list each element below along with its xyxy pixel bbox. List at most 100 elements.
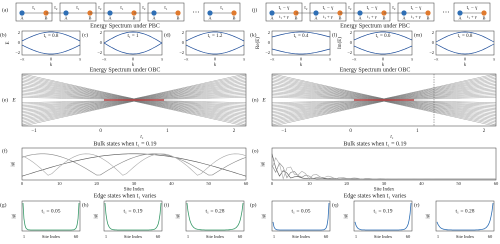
label: Site Index <box>456 234 475 239</box>
curve <box>22 74 246 99</box>
curve <box>21 100 247 120</box>
label: t₁ = 0.6 <box>376 34 391 39</box>
label: Site Index <box>124 234 143 239</box>
label: t₂ <box>348 6 351 11</box>
curve <box>271 100 497 109</box>
label: 1 <box>187 234 189 239</box>
label: k <box>214 63 217 68</box>
label: Edge states when t₁ varies <box>94 193 157 199</box>
label: 0 <box>382 57 385 62</box>
label: A <box>458 16 462 21</box>
label: t₁ <box>32 6 35 11</box>
frame <box>453 2 491 22</box>
curve <box>21 100 247 118</box>
frame <box>15 2 53 22</box>
label: B <box>382 16 385 21</box>
curve <box>271 162 496 180</box>
curve <box>353 31 413 41</box>
frame <box>21 200 81 232</box>
label: 40 <box>419 181 424 186</box>
curve <box>271 157 496 180</box>
curve <box>21 101 247 125</box>
frame <box>185 30 245 56</box>
label: B <box>426 16 429 21</box>
curve <box>271 82 497 100</box>
curve <box>272 74 496 99</box>
label: 1 <box>437 234 439 239</box>
label: Energy Spectrum under PBC <box>340 23 410 29</box>
label: (q) <box>332 201 339 208</box>
site-a <box>63 10 69 16</box>
label: t₁ = 1.2 <box>208 34 223 39</box>
label: 50 <box>206 181 211 186</box>
label: Site Index <box>206 234 225 239</box>
curve <box>271 48 331 55</box>
curve <box>103 42 163 55</box>
label: Energy Spectrum under PBC <box>90 23 160 29</box>
label: Bulk states when t₁ = 0.19 <box>93 141 156 147</box>
label: A <box>20 16 24 21</box>
frame <box>271 30 331 56</box>
label: A <box>358 16 362 21</box>
label: −π <box>270 57 276 62</box>
curve <box>435 43 495 55</box>
label: (f) <box>2 147 8 154</box>
label: 2 <box>350 30 352 35</box>
frame <box>203 2 241 22</box>
label: A <box>314 16 318 21</box>
label: ⋯ <box>193 9 200 17</box>
label: |φ| <box>11 162 16 167</box>
label: t₁ = 0.28 <box>206 208 225 214</box>
label: Im(E) <box>338 37 343 49</box>
label: 0 <box>18 40 21 45</box>
label: 2 <box>483 129 486 134</box>
site-b <box>425 10 431 16</box>
label: t₂ <box>54 6 57 11</box>
label: t₁ + γ <box>467 14 477 19</box>
label: 60 <box>494 181 499 186</box>
curve <box>186 202 244 231</box>
label: E <box>11 97 16 103</box>
label: 0 <box>349 129 352 134</box>
frame <box>309 2 347 22</box>
curve <box>104 202 162 231</box>
site-a <box>457 10 463 16</box>
label: Site Index <box>42 234 61 239</box>
label: A <box>152 16 156 21</box>
frame <box>103 200 163 232</box>
frame <box>59 2 97 22</box>
curve <box>22 202 80 231</box>
label: Energy Spectrum under OBC <box>340 67 411 73</box>
label: 30 <box>132 181 137 186</box>
label: 1 <box>105 234 107 239</box>
site-a <box>269 10 275 16</box>
label: t₁ − γ <box>323 6 334 11</box>
label: 50 <box>456 181 461 186</box>
label: 60 <box>488 234 493 239</box>
label: 2 <box>432 30 434 35</box>
label: 10 <box>57 181 62 186</box>
curve <box>271 86 497 100</box>
label: k <box>382 63 385 68</box>
label: Energy Spectrum under OBC <box>90 67 161 73</box>
label: B <box>176 16 179 21</box>
curve <box>21 76 247 100</box>
curve <box>271 80 497 100</box>
label: −π <box>184 57 190 62</box>
label: (r) <box>414 201 420 208</box>
label: t₁ − γ <box>367 6 378 11</box>
label: 1 <box>273 234 275 239</box>
label: −2 <box>15 50 20 55</box>
label: E <box>6 41 11 44</box>
frame <box>185 200 245 232</box>
curve <box>185 44 245 55</box>
label: −2 <box>347 50 352 55</box>
curve <box>21 82 247 100</box>
label: (o) <box>252 147 259 154</box>
label: π <box>411 57 414 62</box>
label: B <box>232 16 235 21</box>
frame <box>353 30 413 56</box>
label: t₁ + γ <box>323 14 333 19</box>
label: B <box>44 16 47 21</box>
